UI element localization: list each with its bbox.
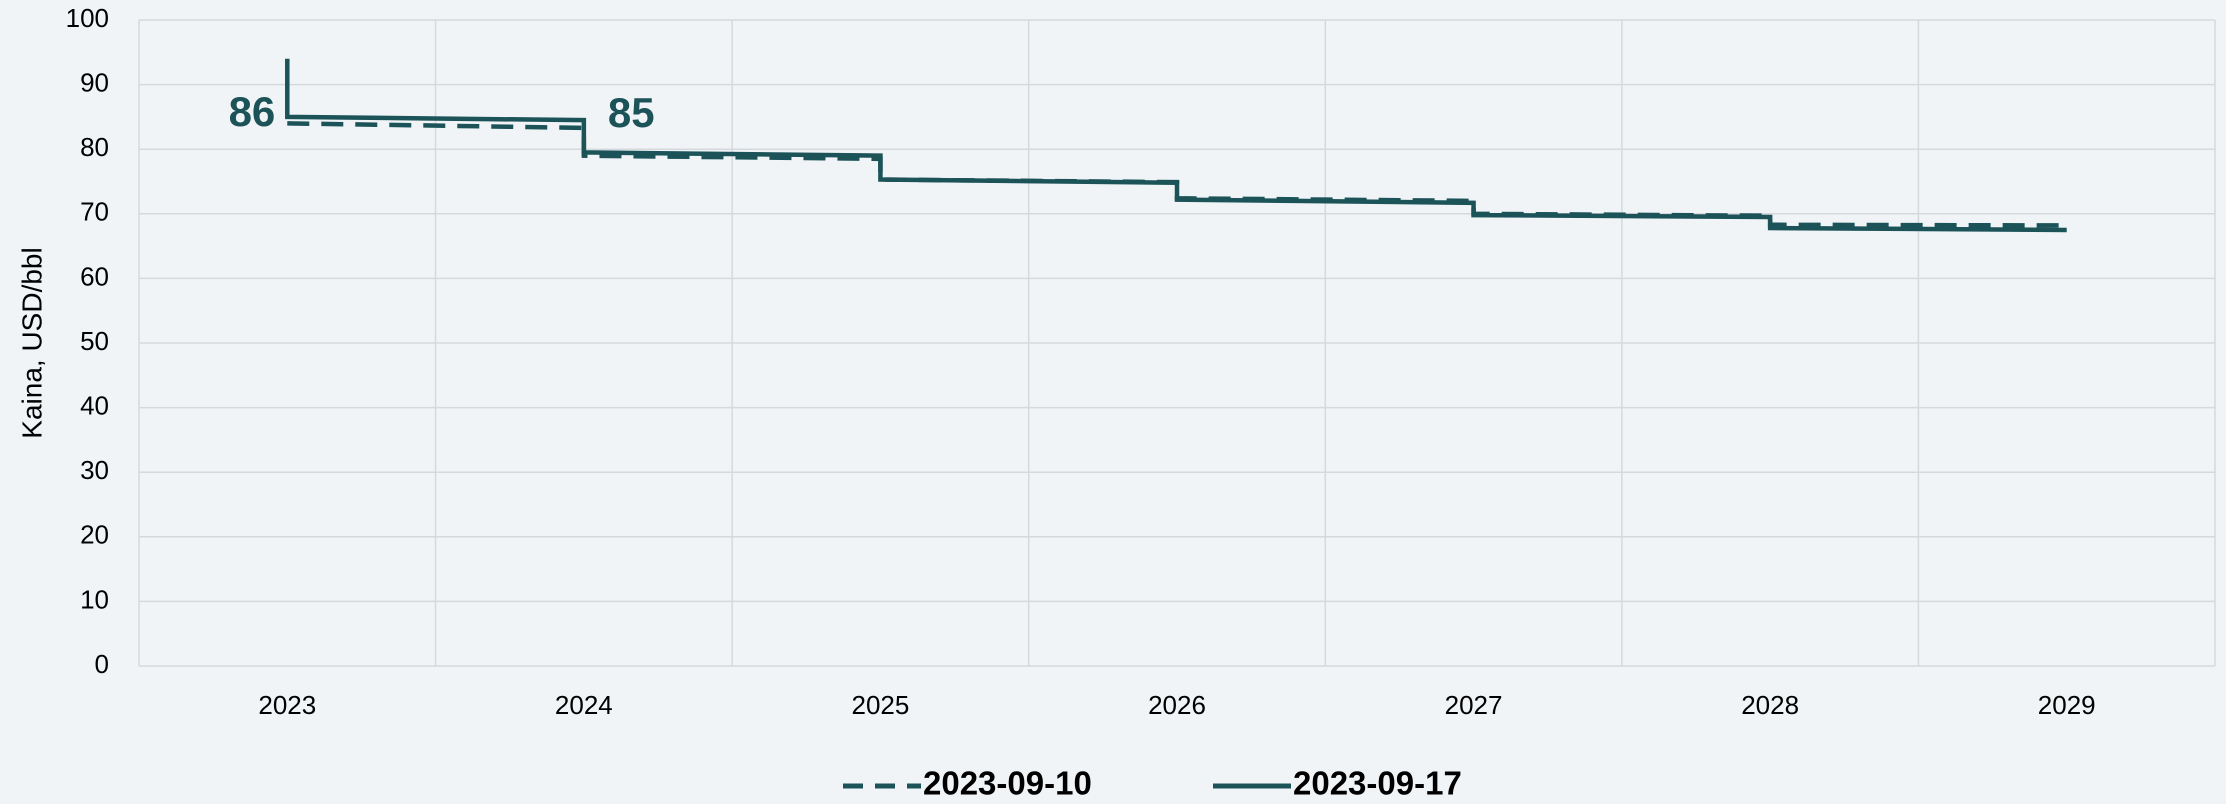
- line: [285, 58, 2067, 233]
- y-tick-label: 80: [80, 132, 109, 162]
- legend-label: 2023-09-10: [923, 765, 1092, 802]
- x-tick-label: 2025: [852, 690, 910, 720]
- y-axis-label: Kaina, USD/bbl: [16, 247, 47, 438]
- annotation: 86: [229, 88, 276, 135]
- y-tick-label: 40: [80, 390, 109, 420]
- x-tick-label: 2026: [1148, 690, 1206, 720]
- y-tick-label: 70: [80, 197, 109, 227]
- y-tick-label: 90: [80, 67, 109, 97]
- x-tick-label: 2028: [1741, 690, 1799, 720]
- y-tick-label: 60: [80, 261, 109, 291]
- x-tick-label: 2027: [1445, 690, 1503, 720]
- y-tick-label: 50: [80, 326, 109, 356]
- y-tick-label: 100: [66, 3, 109, 33]
- y-tick-label: 30: [80, 455, 109, 485]
- y-tick-label: 20: [80, 520, 109, 550]
- x-tick-label: 2024: [555, 690, 613, 720]
- y-tick-label: 10: [80, 584, 109, 614]
- annotation: 85: [608, 89, 655, 136]
- x-tick-label: 2029: [2038, 690, 2096, 720]
- y-tick-label: 0: [95, 649, 109, 679]
- x-tick-label: 2023: [258, 690, 316, 720]
- legend-label: 2023-09-17: [1293, 765, 1462, 802]
